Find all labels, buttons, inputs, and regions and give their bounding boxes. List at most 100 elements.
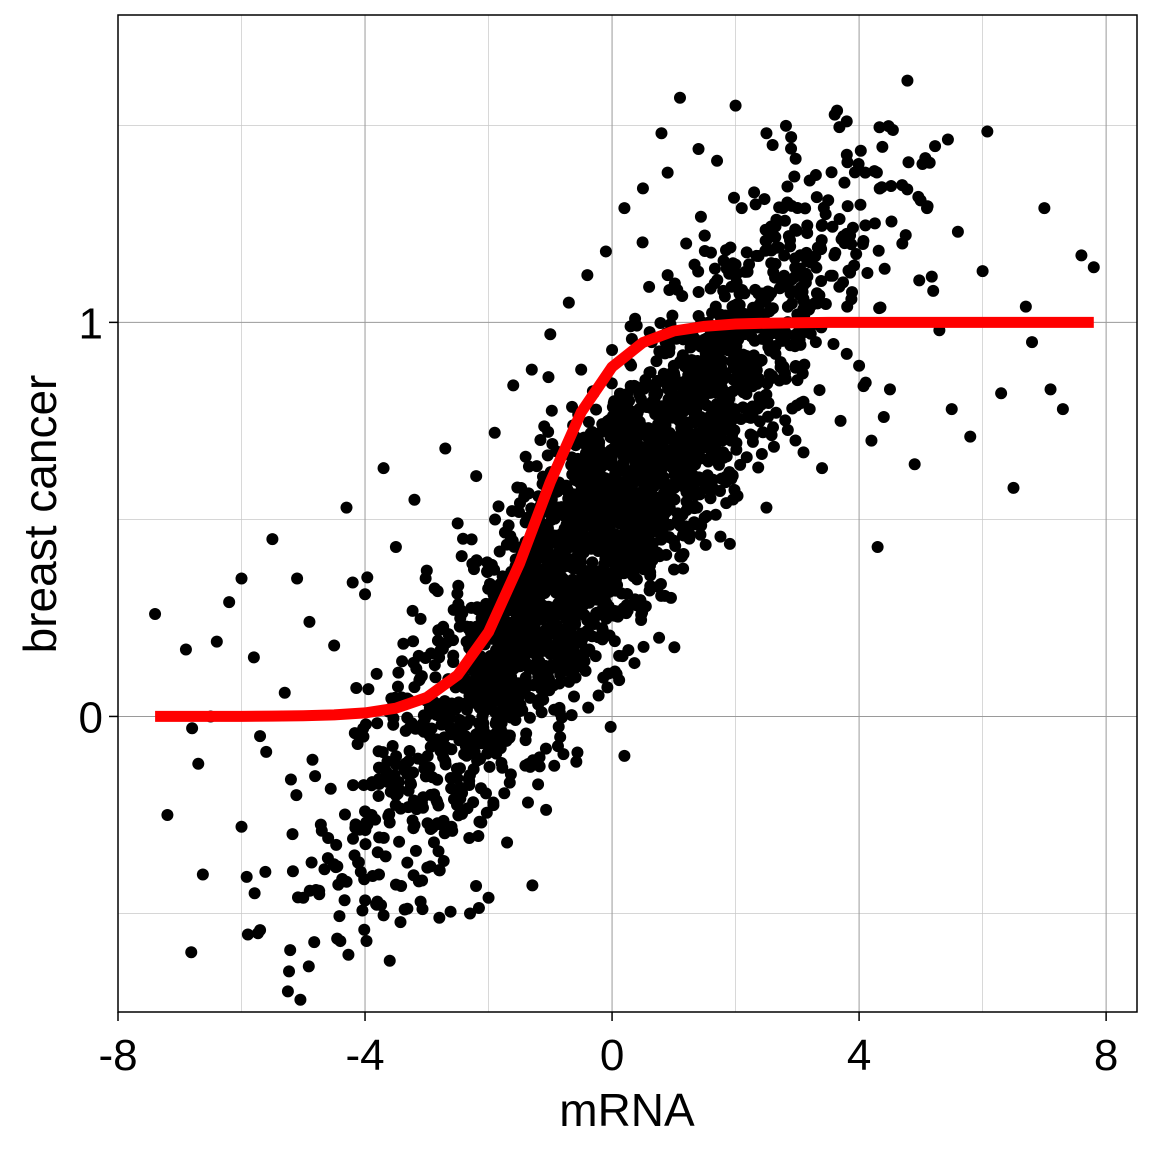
data-point	[691, 501, 704, 514]
data-point	[678, 418, 691, 431]
data-point	[778, 214, 791, 227]
data-point	[428, 659, 441, 672]
data-point	[841, 200, 854, 213]
data-point	[223, 596, 236, 609]
data-point	[286, 865, 299, 878]
data-point	[563, 675, 576, 688]
data-point	[447, 727, 460, 740]
data-point	[407, 822, 420, 835]
data-point	[604, 720, 617, 733]
data-point	[813, 384, 826, 397]
data-point	[748, 334, 761, 347]
data-point	[539, 742, 552, 755]
data-point	[723, 537, 736, 550]
data-point	[571, 746, 584, 759]
data-point	[488, 426, 501, 439]
data-point	[416, 801, 429, 814]
data-point	[454, 781, 467, 794]
data-point	[875, 181, 888, 194]
data-point	[414, 612, 427, 625]
data-point	[608, 584, 621, 597]
data-point	[360, 935, 373, 948]
data-point	[769, 339, 782, 352]
data-point	[766, 139, 779, 152]
data-point	[433, 864, 446, 877]
data-point	[611, 610, 624, 623]
x-tick-label: 4	[847, 1031, 871, 1080]
data-point	[561, 484, 574, 497]
data-point	[520, 727, 533, 740]
data-point	[377, 909, 390, 922]
data-point	[370, 667, 383, 680]
data-point	[844, 229, 857, 242]
data-point	[612, 561, 625, 574]
data-point	[618, 202, 631, 215]
data-point	[711, 274, 724, 287]
data-point	[976, 265, 989, 278]
data-point	[254, 730, 267, 743]
data-point	[507, 703, 520, 716]
data-point	[487, 739, 500, 752]
data-point	[629, 593, 642, 606]
data-point	[628, 466, 641, 479]
scatter-points	[149, 74, 1100, 1006]
data-point	[859, 166, 872, 179]
data-point	[455, 550, 468, 563]
data-point	[566, 584, 579, 597]
data-point	[709, 508, 722, 521]
data-point	[706, 405, 719, 418]
data-point	[377, 831, 390, 844]
data-point	[717, 254, 730, 267]
data-point	[810, 191, 823, 204]
data-point	[511, 620, 524, 633]
data-point	[394, 916, 407, 929]
data-point	[854, 144, 867, 157]
data-point	[373, 868, 386, 881]
data-point	[305, 856, 318, 869]
data-point	[995, 387, 1008, 400]
data-point	[442, 628, 455, 641]
data-point	[487, 796, 500, 809]
x-tick-label: 8	[1094, 1031, 1118, 1080]
data-point	[281, 985, 294, 998]
data-point	[1044, 383, 1057, 396]
data-point	[716, 434, 729, 447]
data-point	[532, 778, 545, 791]
data-point	[579, 664, 592, 677]
data-point	[434, 745, 447, 758]
data-point	[575, 363, 588, 376]
data-point	[591, 589, 604, 602]
data-point	[737, 364, 750, 377]
data-point	[527, 617, 540, 630]
data-point	[797, 446, 810, 459]
data-point	[791, 374, 804, 387]
data-point	[669, 539, 682, 552]
data-point	[372, 761, 385, 774]
data-point	[569, 605, 582, 618]
data-point	[677, 400, 690, 413]
data-point	[726, 429, 739, 442]
data-point	[719, 476, 732, 489]
data-point	[331, 932, 344, 945]
data-point	[508, 634, 521, 647]
data-point	[346, 832, 359, 845]
data-point	[580, 644, 593, 657]
data-point	[819, 208, 832, 221]
data-point	[790, 399, 803, 412]
data-point	[691, 450, 704, 463]
data-point	[415, 670, 428, 683]
data-point	[306, 753, 319, 766]
data-point	[783, 234, 796, 247]
data-point	[475, 816, 488, 829]
data-point	[671, 283, 684, 296]
data-point	[291, 572, 304, 585]
data-point	[642, 538, 655, 551]
data-point	[561, 559, 574, 572]
data-point	[290, 789, 303, 802]
data-point	[377, 462, 390, 475]
data-point	[248, 887, 261, 900]
data-point	[573, 466, 586, 479]
data-point	[563, 639, 576, 652]
data-point	[470, 879, 483, 892]
data-point	[736, 401, 749, 414]
